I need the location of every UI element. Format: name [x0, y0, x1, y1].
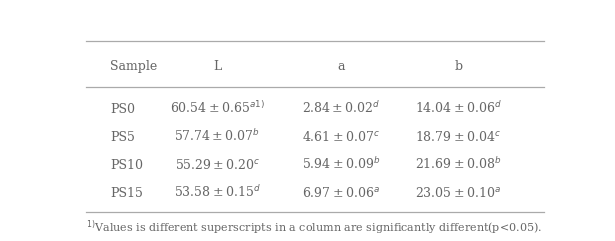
- Text: PS15: PS15: [110, 187, 143, 200]
- Text: $\mathregular{23.05\pm0.10}$$^{a}$: $\mathregular{23.05\pm0.10}$$^{a}$: [415, 186, 501, 200]
- Text: $\mathregular{21.69\pm0.08}$$^{b}$: $\mathregular{21.69\pm0.08}$$^{b}$: [415, 156, 501, 172]
- Text: $\mathregular{6.97\pm0.06}$$^{a}$: $\mathregular{6.97\pm0.06}$$^{a}$: [303, 186, 380, 200]
- Text: PS10: PS10: [110, 159, 143, 172]
- Text: $\mathregular{60.54\pm0.65}$$^{a1)}$: $\mathregular{60.54\pm0.65}$$^{a1)}$: [170, 100, 265, 116]
- Text: $\mathregular{57.74\pm0.07}$$^{b}$: $\mathregular{57.74\pm0.07}$$^{b}$: [175, 128, 261, 144]
- Text: $\mathregular{18.79\pm0.04}$$^{c}$: $\mathregular{18.79\pm0.04}$$^{c}$: [415, 130, 501, 144]
- Text: $^{1)}$Values is different superscripts in a column are significantly different(: $^{1)}$Values is different superscripts …: [86, 218, 542, 237]
- Text: PS5: PS5: [110, 131, 135, 144]
- Text: $\mathregular{53.58\pm0.15}$$^{d}$: $\mathregular{53.58\pm0.15}$$^{d}$: [174, 184, 261, 200]
- Text: b: b: [454, 60, 462, 73]
- Text: $\mathregular{5.94\pm0.09}$$^{b}$: $\mathregular{5.94\pm0.09}$$^{b}$: [302, 156, 381, 172]
- Text: $\mathregular{14.04\pm0.06}$$^{d}$: $\mathregular{14.04\pm0.06}$$^{d}$: [415, 100, 501, 116]
- Text: $\mathregular{2.84\pm0.02}$$^{d}$: $\mathregular{2.84\pm0.02}$$^{d}$: [303, 100, 381, 116]
- Text: $\mathregular{55.29\pm0.20}$$^{c}$: $\mathregular{55.29\pm0.20}$$^{c}$: [175, 158, 260, 172]
- Text: L: L: [213, 60, 221, 73]
- Text: a: a: [338, 60, 345, 73]
- Text: Sample: Sample: [110, 60, 157, 73]
- Text: $\mathregular{4.61\pm0.07}$$^{c}$: $\mathregular{4.61\pm0.07}$$^{c}$: [303, 130, 380, 144]
- Text: PS0: PS0: [110, 103, 135, 116]
